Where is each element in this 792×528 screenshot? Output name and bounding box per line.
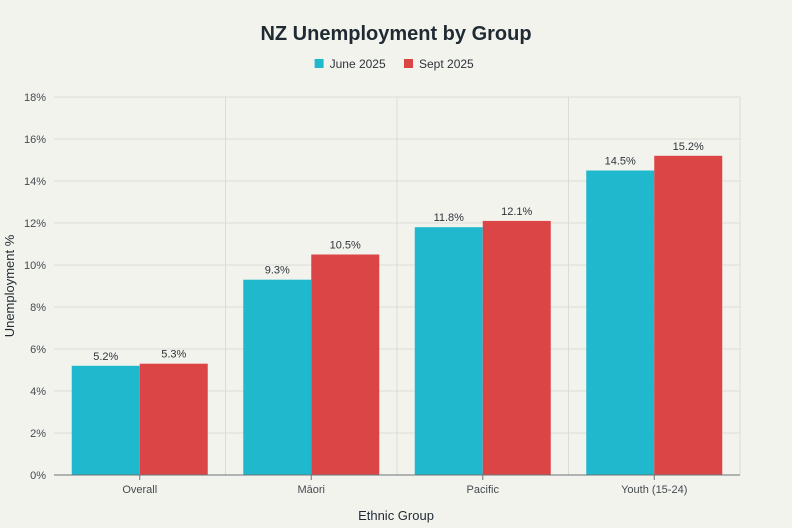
x-tick-label: Youth (15-24) [621,484,687,496]
y-tick-label: 8% [30,302,46,314]
bar [139,363,208,475]
y-tick-label: 10% [24,260,46,272]
x-tick-label: Overall [122,484,157,496]
bar-data-label: 10.5% [330,240,361,252]
x-tick-label: Pacific [467,484,500,496]
y-axis: 0% 2% 4% 6% 8% 10% 12% 14% 16% 18% [24,92,46,482]
y-tick-label: 4% [30,386,46,398]
bar [71,365,140,475]
x-axis: Overall Māori Pacific Youth (15-24) [54,474,740,496]
bar [586,170,655,475]
chart-title: NZ Unemployment by Group [260,23,531,45]
legend-label: June 2025 [330,57,386,71]
legend: June 2025 Sept 2025 [314,57,474,71]
y-tick-label: 18% [24,92,46,104]
bar [414,227,483,475]
y-tick-label: 12% [24,218,46,230]
bar-data-label: 14.5% [605,156,636,168]
y-axis-title: Unemployment % [2,234,17,337]
bar [311,254,380,475]
y-tick-label: 2% [30,428,46,440]
bars: 5.2% 5.3% 9.3% 10.5% 11.8% 12.1% 14.5% 15.2% [71,141,723,476]
bar [243,279,312,475]
bar [482,220,551,475]
bar-data-label: 11.8% [434,212,465,224]
legend-label: Sept 2025 [419,57,474,71]
bar [654,155,723,476]
bar-data-label: 15.2% [673,141,704,153]
gridlines [54,96,741,475]
bar-data-label: 5.2% [93,351,118,363]
y-tick-label: 0% [30,470,46,482]
y-tick-label: 16% [24,134,46,146]
x-axis-title: Ethnic Group [358,508,434,523]
y-tick-label: 14% [24,176,46,188]
legend-swatch [404,59,413,68]
legend-swatch [314,59,324,68]
bar-data-label: 12.1% [501,206,532,218]
bar-data-label: 9.3% [265,265,290,277]
x-tick-label: Māori [297,484,325,496]
bar-data-label: 5.3% [161,349,186,361]
y-tick-label: 6% [30,344,46,356]
